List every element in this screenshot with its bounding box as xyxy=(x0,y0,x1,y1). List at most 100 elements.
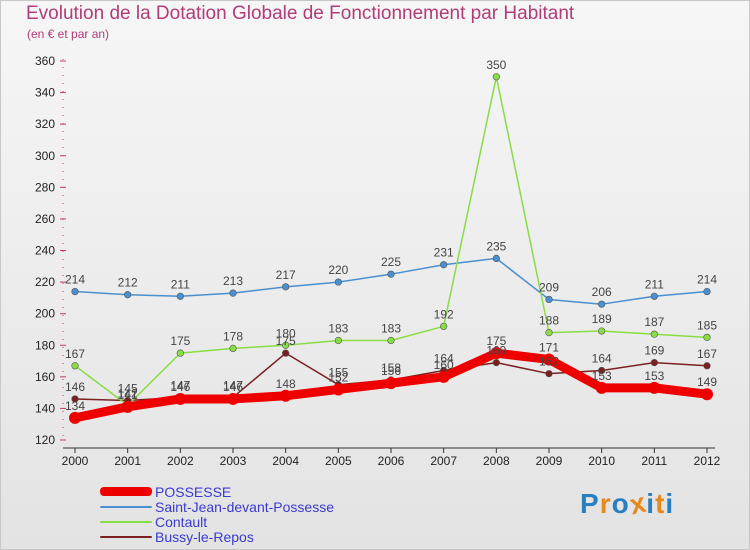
chart-legend: POSSESSE Saint-Jean-devant-Possesse Contau… xyxy=(100,483,334,545)
data-label-contault: 350 xyxy=(486,58,506,72)
legend-item-possesse: POSSESSE xyxy=(100,483,334,500)
data-label-possesse: 152 xyxy=(328,370,348,384)
chart-subtitle: (en € et par an) xyxy=(27,27,110,41)
legend-label: Contault xyxy=(155,513,208,530)
series-points xyxy=(69,73,713,424)
data-point-contault xyxy=(282,341,290,349)
data-label-saint-jean-devant-possesse: 206 xyxy=(592,285,612,299)
data-label-possesse: 156 xyxy=(381,364,401,378)
data-label-contault: 185 xyxy=(697,318,717,332)
y-tick-label: 120 xyxy=(35,433,55,447)
data-label-possesse: 148 xyxy=(276,377,296,391)
data-point-bussy-le-repos xyxy=(598,366,606,375)
series-line-contault xyxy=(74,76,708,407)
data-point-contault xyxy=(492,73,500,81)
data-label-contault: 142 xyxy=(118,386,138,400)
data-point-possesse xyxy=(385,377,397,390)
data-point-possesse xyxy=(543,353,555,366)
data-point-contault xyxy=(650,330,658,338)
data-label-saint-jean-devant-possesse: 212 xyxy=(118,276,138,290)
data-point-saint-jean-devant-possesse xyxy=(229,289,237,297)
data-point-bussy-le-repos xyxy=(545,370,553,378)
data-label-saint-jean-devant-possesse: 231 xyxy=(434,246,454,260)
data-label-saint-jean-devant-possesse: 225 xyxy=(381,255,401,269)
data-label-possesse: 153 xyxy=(644,369,664,383)
data-label-possesse: 171 xyxy=(539,340,559,354)
data-point-possesse xyxy=(174,392,187,405)
data-label-contault: 192 xyxy=(434,307,454,321)
data-label-contault: 175 xyxy=(170,334,190,348)
data-label-bussy-le-repos: 147 xyxy=(170,378,190,392)
logo-letter: o xyxy=(611,488,630,519)
y-tick-label: 140 xyxy=(35,401,55,415)
logo-letter: r xyxy=(599,488,612,519)
data-label-saint-jean-devant-possesse: 214 xyxy=(697,273,717,287)
y-tick-label: 200 xyxy=(35,307,55,321)
data-point-saint-jean-devant-possesse xyxy=(124,291,132,299)
data-label-possesse: 149 xyxy=(697,375,717,389)
legend-label: POSSESSE xyxy=(155,483,232,500)
data-point-bussy-le-repos xyxy=(492,359,500,367)
data-point-possesse xyxy=(332,383,345,396)
legend-item-saint-jean-devant-possesse: Saint-Jean-devant-Possesse xyxy=(100,498,334,515)
x-tick-label: 2009 xyxy=(536,454,563,468)
data-label-contault: 188 xyxy=(539,314,559,328)
data-point-saint-jean-devant-possesse xyxy=(703,287,711,296)
data-point-possesse xyxy=(701,388,713,401)
data-label-bussy-le-repos: 158 xyxy=(381,361,401,375)
y-tick-label: 280 xyxy=(35,180,55,194)
data-point-saint-jean-devant-possesse xyxy=(387,270,395,278)
data-label-bussy-le-repos: 175 xyxy=(276,334,296,348)
data-label-possesse: 160 xyxy=(434,358,454,372)
data-label-possesse: 134 xyxy=(65,399,85,413)
chart-axes: 120 140 160 180 200 220 240 260 280 300 320 340 360 2… xyxy=(35,54,721,468)
x-tick-label: 2004 xyxy=(272,454,299,468)
data-point-saint-jean-devant-possesse xyxy=(282,283,290,291)
data-label-bussy-le-repos: 146 xyxy=(65,380,85,394)
data-point-bussy-le-repos xyxy=(650,359,658,367)
data-point-possesse xyxy=(279,389,292,402)
data-label-bussy-le-repos: 169 xyxy=(486,344,506,358)
data-label-saint-jean-devant-possesse: 211 xyxy=(171,277,190,291)
logo-letter: P xyxy=(580,488,600,519)
data-point-possesse xyxy=(227,392,239,405)
x-tick-label: 2003 xyxy=(220,454,247,468)
logo-letter: t xyxy=(655,488,666,519)
data-label-saint-jean-devant-possesse: 220 xyxy=(328,263,348,277)
data-label-contault: 180 xyxy=(276,326,296,340)
data-point-possesse xyxy=(121,400,134,413)
y-tick-label: 320 xyxy=(35,117,55,131)
legend-label: Saint-Jean-devant-Possesse xyxy=(155,498,334,515)
data-label-saint-jean-devant-possesse: 217 xyxy=(276,268,296,282)
data-label-possesse: 175 xyxy=(486,334,506,348)
data-label-bussy-le-repos: 162 xyxy=(539,355,559,369)
y-tick-label: 360 xyxy=(35,54,55,68)
data-label-possesse: 146 xyxy=(170,380,190,394)
x-tick-label: 2007 xyxy=(430,454,457,468)
x-tick-label: 2011 xyxy=(641,454,667,468)
data-point-contault xyxy=(703,333,711,341)
y-tick-label: 180 xyxy=(35,338,55,352)
data-label-bussy-le-repos: 164 xyxy=(434,352,454,366)
data-label-contault: 187 xyxy=(644,315,664,329)
data-label-saint-jean-devant-possesse: 211 xyxy=(645,277,664,291)
chart-title: Evolution de la Dotation Globale de Fonc… xyxy=(26,3,575,24)
data-point-possesse xyxy=(437,370,450,383)
data-label-contault: 183 xyxy=(381,322,401,336)
data-point-bussy-le-repos xyxy=(282,349,290,357)
x-tick-label: 2001 xyxy=(114,454,141,468)
data-point-contault xyxy=(598,327,606,335)
x-tick-label: 2010 xyxy=(588,454,615,468)
data-label-saint-jean-devant-possesse: 235 xyxy=(486,239,506,253)
data-label-contault: 189 xyxy=(592,312,612,326)
y-tick-label: 260 xyxy=(35,212,55,226)
data-point-contault xyxy=(71,362,79,370)
data-label-bussy-le-repos: 164 xyxy=(592,352,612,366)
data-point-saint-jean-devant-possesse xyxy=(71,287,79,296)
x-tick-label: 2005 xyxy=(325,454,352,468)
data-point-contault xyxy=(440,322,448,330)
legend-swatch xyxy=(100,535,152,538)
data-point-saint-jean-devant-possesse xyxy=(545,295,553,304)
data-point-saint-jean-devant-possesse xyxy=(440,261,448,269)
